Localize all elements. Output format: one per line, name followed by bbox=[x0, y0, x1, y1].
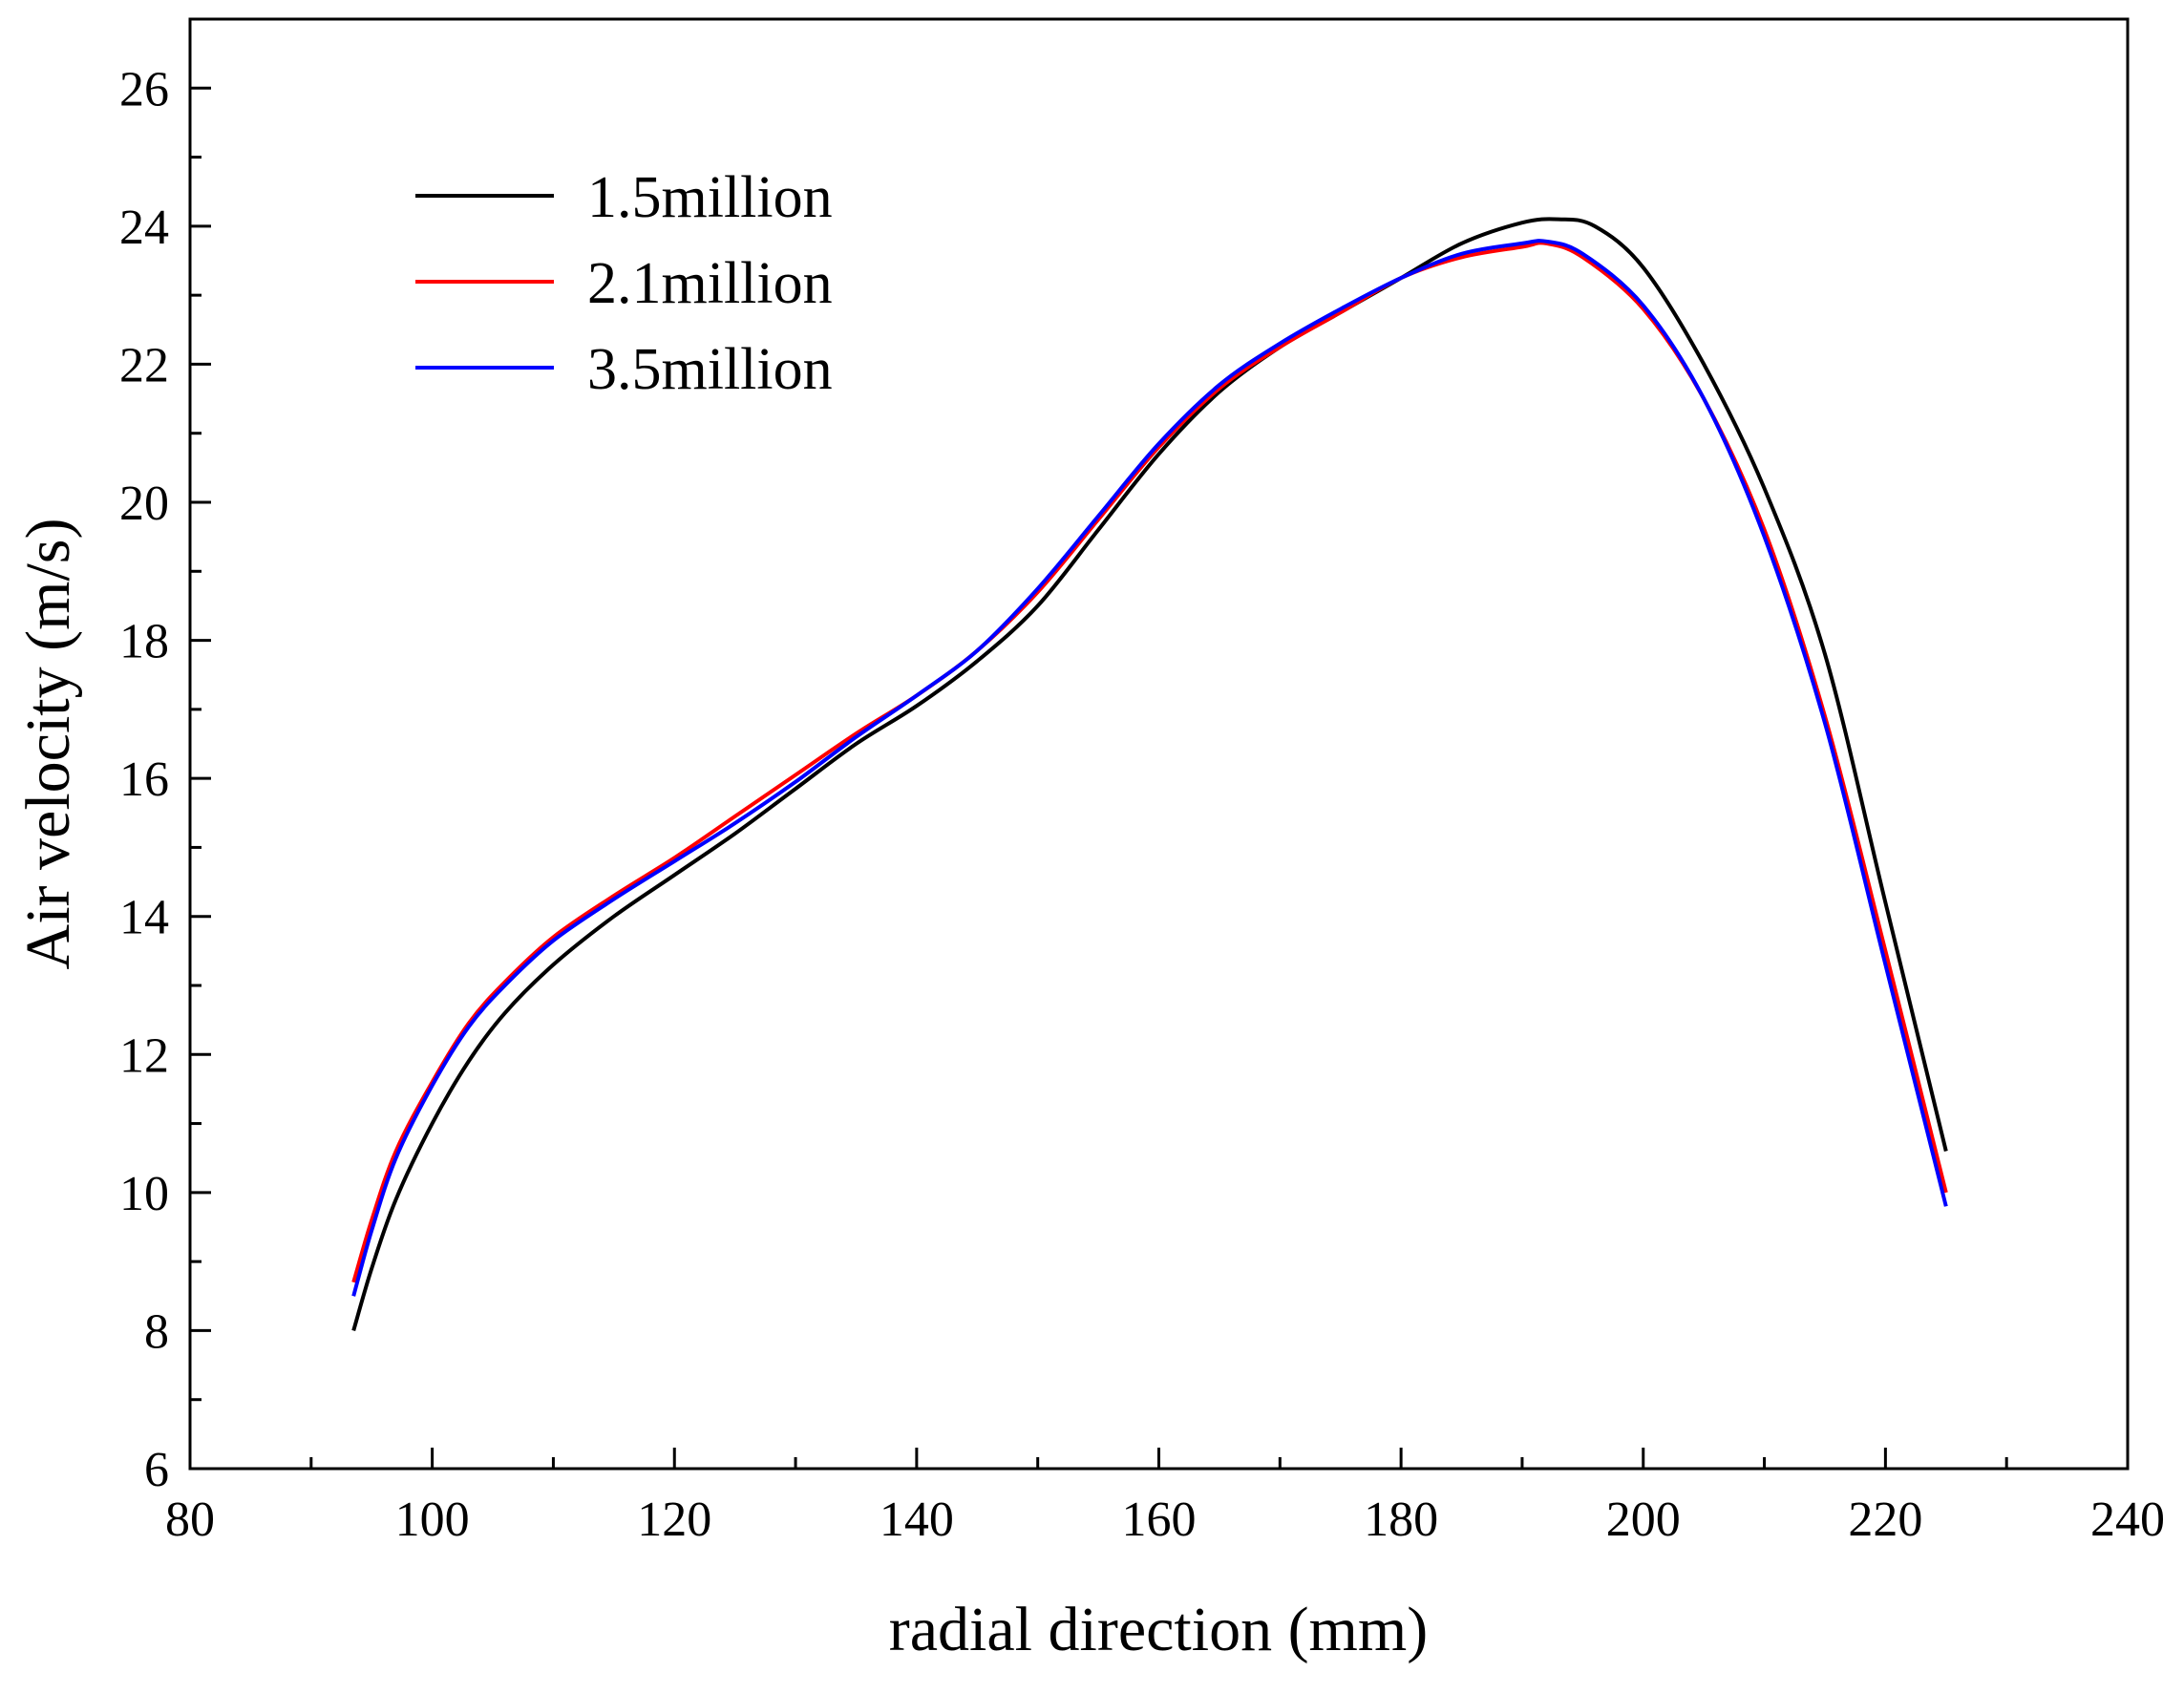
x-tick-label: 240 bbox=[2090, 1493, 2165, 1547]
x-tick-label: 200 bbox=[1606, 1493, 1681, 1547]
x-axis-title: radial direction (mm) bbox=[889, 1595, 1428, 1664]
series-line-1 bbox=[351, 217, 1948, 1331]
y-tick-label: 10 bbox=[119, 1167, 169, 1221]
y-tick-label: 24 bbox=[119, 201, 169, 255]
x-tick-label: 100 bbox=[395, 1493, 470, 1547]
y-tick-label: 12 bbox=[119, 1028, 169, 1083]
y-tick-label: 20 bbox=[119, 476, 169, 531]
x-tick-label: 220 bbox=[1848, 1493, 1922, 1547]
x-tick-label: 140 bbox=[880, 1493, 954, 1547]
x-tick-label: 180 bbox=[1364, 1493, 1438, 1547]
x-tick-label: 160 bbox=[1122, 1493, 1197, 1547]
series-layer bbox=[351, 217, 1948, 1331]
legend: 1.5million 2.1million 3.5million bbox=[415, 165, 833, 402]
series-line-3 bbox=[351, 239, 1948, 1297]
y-tick-label: 14 bbox=[119, 891, 169, 945]
y-tick-label: 6 bbox=[144, 1443, 169, 1497]
x-tick-label: 120 bbox=[637, 1493, 711, 1547]
y-tick-label: 8 bbox=[144, 1304, 169, 1359]
x-axis: 80 100 120 140 160 180 200 220 240 bbox=[165, 1448, 2165, 1547]
y-tick-label: 26 bbox=[119, 62, 169, 116]
legend-label-1: 1.5million bbox=[587, 165, 833, 230]
y-tick-label: 22 bbox=[119, 338, 169, 392]
y-axis-title: Air velocity (m/s) bbox=[13, 519, 83, 970]
x-tick-label: 80 bbox=[165, 1493, 215, 1547]
y-tick-label: 16 bbox=[119, 752, 169, 807]
legend-label-3: 3.5million bbox=[587, 337, 833, 402]
y-axis: 6 8 10 12 14 16 18 20 22 24 26 bbox=[119, 17, 211, 1497]
legend-label-2: 2.1million bbox=[587, 251, 833, 316]
y-tick-label: 18 bbox=[119, 615, 169, 669]
